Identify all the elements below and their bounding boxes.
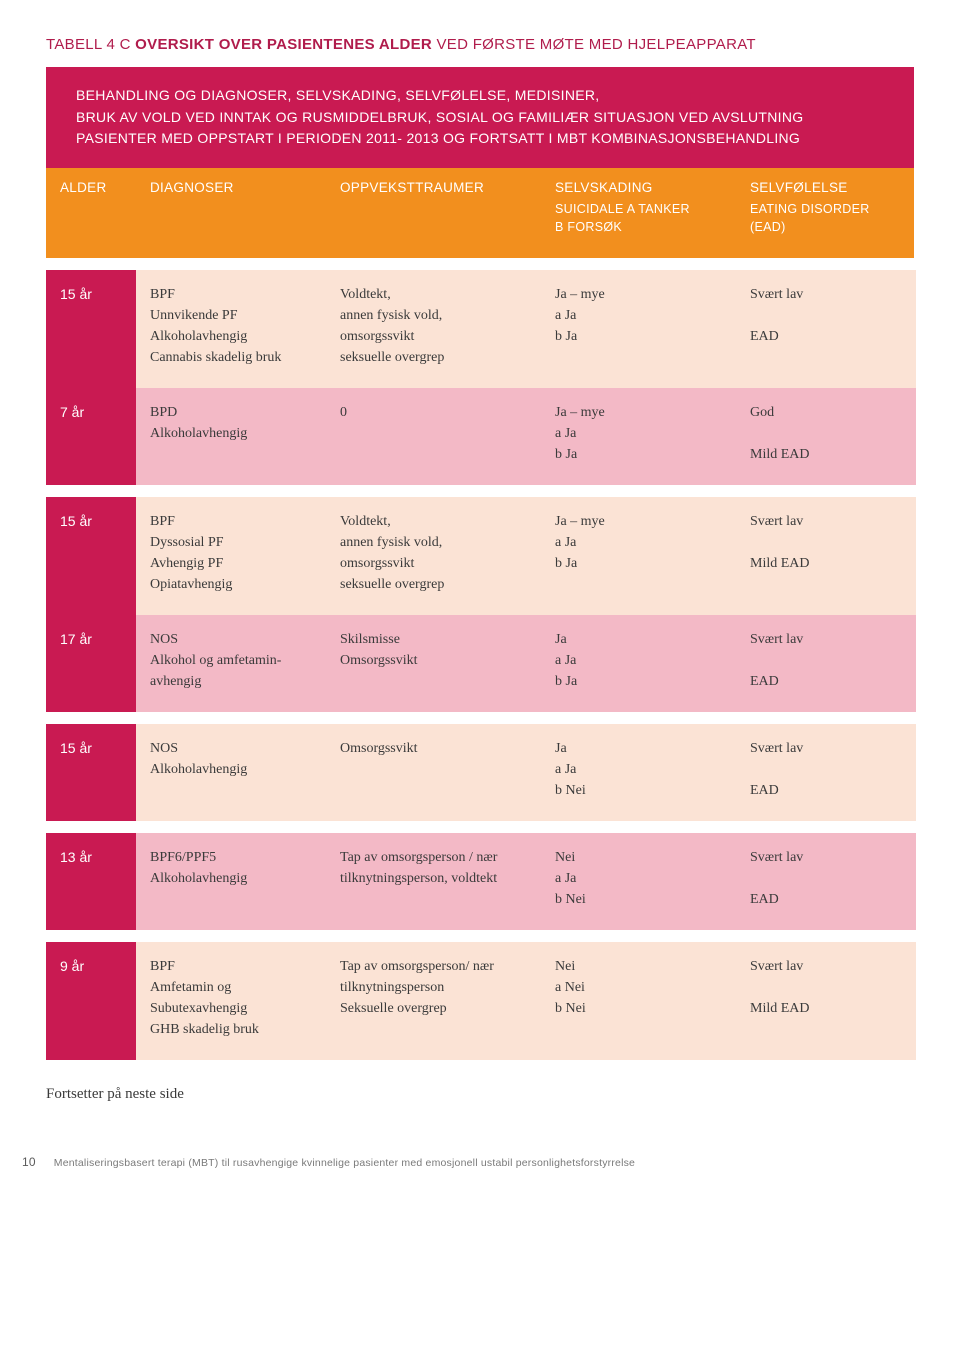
cell-sk: Ja – myea Jab Ja [541,270,736,388]
age-cell: 9 år [46,942,136,1060]
age-cell: 17 år [46,615,136,712]
cell-opp: Voldtekt,annen fysisk vold,omsorgssvikts… [326,497,541,615]
cell-sk: Ja – myea Jab Ja [541,497,736,615]
col-selvfolelse: SELVFØLELSE EATING DISORDER(EAD) [736,168,916,258]
table-row: 17 årNOSAlkohol og amfetamin-avhengigSki… [46,615,914,712]
header-line2: BRUK AV VOLD VED INNTAK OG RUSMIDDELBRUK… [76,107,884,129]
cell-sf: Svært lavMild EAD [736,942,916,1060]
row-group: 15 årNOSAlkoholavhengigOmsorgssviktJaa J… [46,724,914,821]
col-selvfolelse-main: SELVFØLELSE [750,180,902,195]
cell-opp: 0 [326,388,541,485]
row-group: 15 årBPFDyssosial PFAvhengig PFOpiatavhe… [46,497,914,712]
cell-sk: Jaa Jab Ja [541,615,736,712]
cell-diag: BPFDyssosial PFAvhengig PFOpiatavhengig [136,497,326,615]
table-row: 7 årBPDAlkoholavhengig0Ja – myea Jab JaG… [46,388,914,485]
cell-diag: NOSAlkoholavhengig [136,724,326,821]
header-block: BEHANDLING OG DIAGNOSER, SELVSKADING, SE… [46,67,914,168]
cell-sf: Svært lavEAD [736,615,916,712]
cell-sf: Svært lavMild EAD [736,497,916,615]
col-diagnoser: DIAGNOSER [136,168,326,258]
table-row: 15 årNOSAlkoholavhengigOmsorgssviktJaa J… [46,724,914,821]
table-row: 15 årBPFUnnvikende PFAlkoholavhengigCann… [46,270,914,388]
age-cell: 7 år [46,388,136,485]
row-group: 9 årBPFAmfetamin og SubutexavhengigGHB s… [46,942,914,1060]
age-cell: 13 år [46,833,136,930]
table-row: 9 årBPFAmfetamin og SubutexavhengigGHB s… [46,942,914,1060]
footer-text: Mentaliseringsbasert terapi (MBT) til ru… [54,1157,635,1169]
table-title: TABELL 4 C OVERSIKT OVER PASIENTENES ALD… [0,0,960,67]
page-number: 10 [22,1155,36,1169]
column-headers: ALDER DIAGNOSER OPPVEKSTTRAUMER SELVSKAD… [46,168,914,258]
row-group: 15 årBPFUnnvikende PFAlkoholavhengigCann… [46,270,914,485]
cell-diag: BPFAmfetamin og SubutexavhengigGHB skade… [136,942,326,1060]
cell-sf: Svært lavEAD [736,270,916,388]
row-group: 13 årBPF6/PPF5AlkoholavhengigTap av omso… [46,833,914,930]
cell-opp: Voldtekt,annen fysisk vold,omsorgssvikts… [326,270,541,388]
age-cell: 15 år [46,497,136,615]
age-cell: 15 år [46,270,136,388]
cell-diag: BPF6/PPF5Alkoholavhengig [136,833,326,930]
cell-opp: Tap av omsorgsperson/ nær tilknytningspe… [326,942,541,1060]
table-row: 13 årBPF6/PPF5AlkoholavhengigTap av omso… [46,833,914,930]
cell-sk: Neia Jab Nei [541,833,736,930]
title-prefix: TABELL 4 C [46,36,135,53]
cell-opp: Omsorgssvikt [326,724,541,821]
header-line3: PASIENTER MED OPPSTART I PERIODEN 2011- … [76,128,884,150]
col-selvskading: SELVSKADING SUICIDALE A TANKERB FORSØK [541,168,736,258]
cell-sk: Ja – myea Jab Ja [541,388,736,485]
col-selvskading-sub: SUICIDALE A TANKERB FORSØK [555,201,722,236]
cell-sf: Svært lavEAD [736,833,916,930]
page-footer: 10 Mentaliseringsbasert terapi (MBT) til… [0,1103,960,1193]
title-light: VED FØRSTE MØTE MED HJELPEAPPARAT [436,36,755,53]
cell-sf: Svært lavEAD [736,724,916,821]
cell-sk: Jaa Jab Nei [541,724,736,821]
cell-diag: BPDAlkoholavhengig [136,388,326,485]
title-bold: OVERSIKT OVER PASIENTENES ALDER [135,36,436,53]
cell-sf: GodMild EAD [736,388,916,485]
cell-opp: Tap av omsorgsperson / nær tilknytningsp… [326,833,541,930]
col-selvfolelse-sub: EATING DISORDER(EAD) [750,201,902,236]
cell-diag: BPFUnnvikende PFAlkoholavhengigCannabis … [136,270,326,388]
header-line1: BEHANDLING OG DIAGNOSER, SELVSKADING, SE… [76,85,884,107]
cell-sk: Neia Neib Nei [541,942,736,1060]
cell-diag: NOSAlkohol og amfetamin-avhengig [136,615,326,712]
col-selvskading-main: SELVSKADING [555,180,722,195]
col-alder: ALDER [46,168,136,258]
col-oppvekst: OPPVEKSTTRAUMER [326,168,541,258]
continues-text: Fortsetter på neste side [46,1086,914,1103]
cell-opp: SkilsmisseOmsorgssvikt [326,615,541,712]
table-row: 15 årBPFDyssosial PFAvhengig PFOpiatavhe… [46,497,914,615]
age-cell: 15 år [46,724,136,821]
